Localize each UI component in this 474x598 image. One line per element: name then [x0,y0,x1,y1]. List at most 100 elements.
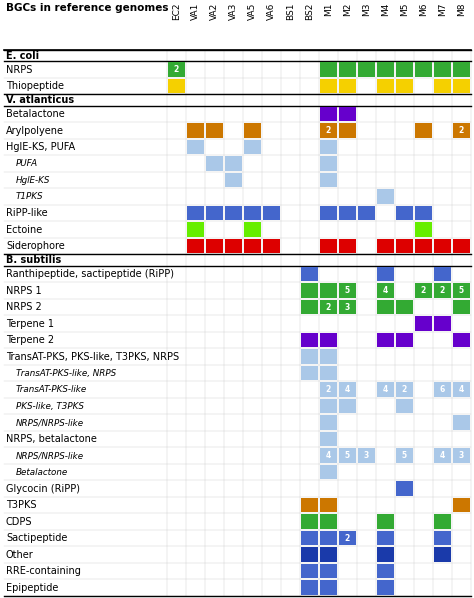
Bar [396,382,413,397]
Text: CDPS: CDPS [6,517,33,527]
Bar [396,399,413,413]
Bar [453,62,470,77]
Bar [206,123,223,138]
Text: NRPS 1: NRPS 1 [6,286,42,295]
Bar [377,382,394,397]
Text: VA3: VA3 [229,3,238,20]
Bar [339,531,356,545]
Text: NRPS, betalactone: NRPS, betalactone [6,434,97,444]
Bar [434,514,451,529]
Text: 5: 5 [345,286,350,295]
Bar [320,564,337,578]
Text: 4: 4 [383,286,388,295]
Bar [434,316,451,331]
Text: M3: M3 [362,3,371,17]
Bar [453,300,470,315]
Bar [320,62,337,77]
Text: RiPP-like: RiPP-like [6,208,47,218]
Bar [434,283,451,298]
Bar [339,62,356,77]
Text: PKS-like, T3PKS: PKS-like, T3PKS [16,402,84,411]
Bar [206,206,223,221]
Bar [358,448,375,463]
Bar [453,333,470,347]
Bar [453,416,470,430]
Bar [301,333,318,347]
Bar [301,564,318,578]
Text: 2: 2 [174,65,179,74]
Bar [377,79,394,93]
Bar [225,157,242,171]
Bar [377,190,394,204]
Bar [453,498,470,512]
Bar [377,564,394,578]
Bar [244,239,261,254]
Bar [301,548,318,562]
Bar [415,206,432,221]
Bar [434,239,451,254]
Bar [453,448,470,463]
Text: V. atlanticus: V. atlanticus [6,95,74,105]
Bar [301,349,318,364]
Bar [377,548,394,562]
Bar [377,531,394,545]
Bar [244,123,261,138]
Bar [320,448,337,463]
Bar [187,239,204,254]
Bar [453,79,470,93]
Bar [396,62,413,77]
Bar [339,382,356,397]
Bar [453,382,470,397]
Bar [396,206,413,221]
Bar [415,283,432,298]
Bar [244,222,261,237]
Bar [377,267,394,282]
Bar [225,173,242,187]
Bar [320,399,337,413]
Text: B. subtilis: B. subtilis [6,255,61,265]
Text: Glycocin (RiPP): Glycocin (RiPP) [6,484,80,494]
Bar [301,283,318,298]
Bar [434,62,451,77]
Text: 3: 3 [459,451,464,460]
Bar [301,514,318,529]
Bar [320,432,337,447]
Text: VA2: VA2 [210,3,219,20]
Text: Betalactone: Betalactone [6,109,65,119]
Text: 4: 4 [383,385,388,394]
Text: RRE-containing: RRE-containing [6,566,81,576]
Bar [301,267,318,282]
Text: 2: 2 [402,385,407,394]
Bar [434,267,451,282]
Text: Epipeptide: Epipeptide [6,582,58,593]
Bar [377,514,394,529]
Bar [320,107,337,121]
Bar [225,206,242,221]
Bar [206,239,223,254]
Bar [320,465,337,480]
Bar [301,366,318,380]
Bar [320,140,337,154]
Bar [320,581,337,595]
Text: HglE-KS, PUFA: HglE-KS, PUFA [6,142,75,152]
Text: NRPS/NRPS-like: NRPS/NRPS-like [16,451,84,460]
Text: TransAT-PKS-like, NRPS: TransAT-PKS-like, NRPS [16,368,116,378]
Text: 3: 3 [364,451,369,460]
Bar [320,123,337,138]
Bar [339,79,356,93]
Text: Ectoine: Ectoine [6,225,42,234]
Bar [320,531,337,545]
Text: 4: 4 [459,385,464,394]
Bar [396,481,413,496]
Bar [301,531,318,545]
Bar [320,173,337,187]
Text: VA5: VA5 [248,3,257,20]
Bar [320,239,337,254]
Text: Sactipeptide: Sactipeptide [6,533,67,543]
Bar [320,79,337,93]
Text: Thiopeptide: Thiopeptide [6,81,64,91]
Bar [415,62,432,77]
Text: 2: 2 [326,385,331,394]
Text: Other: Other [6,550,34,560]
Bar [301,581,318,595]
